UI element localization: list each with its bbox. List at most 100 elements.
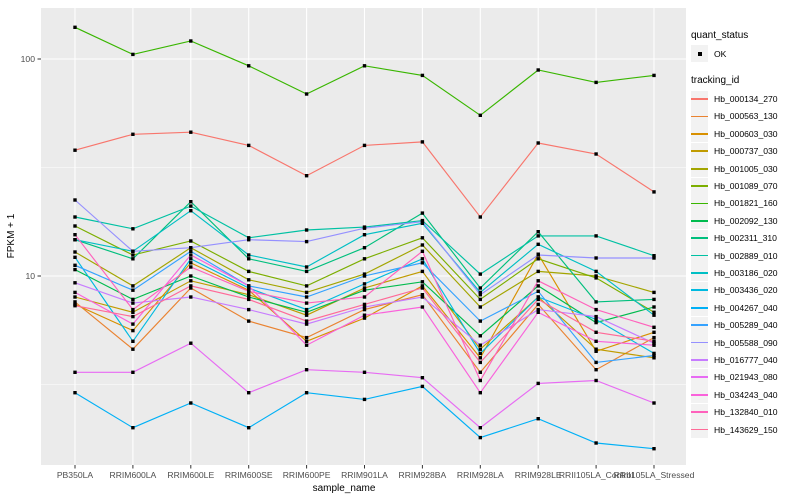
data-point [131,132,135,136]
data-point [189,401,193,405]
legend-item-Hb_002889_010: Hb_002889_010 [691,247,799,265]
legend-line-swatch [691,167,708,170]
data-point [247,284,251,288]
data-point [362,272,367,276]
data-point [131,328,135,333]
x-axis-title: sample_name [312,483,376,494]
data-point [362,233,367,237]
data-point [73,238,77,242]
legend-item-label: Hb_143629_150 [714,424,778,435]
data-point [652,254,656,258]
data-point [131,227,135,231]
legend-key-box [691,125,708,143]
legend-key-box [691,229,708,247]
x-tick-label: PB350LA [57,470,94,480]
data-point [478,343,482,347]
legend-key-box [691,421,708,438]
legend-item-label: Hb_005289_040 [714,320,778,331]
legend-item-label: Hb_003436_020 [714,285,778,296]
x-tick-label: RRIM600PE [283,470,331,480]
legend-line-swatch [691,411,708,413]
x-tick-label: RRIM600LA [109,470,156,480]
legend-key-box [691,160,708,178]
data-point [362,286,367,290]
data-point [247,297,251,302]
data-point [73,215,77,219]
legend-item-label: Hb_001005_030 [714,163,778,174]
legend-item-label: OK [714,48,727,59]
data-point [420,384,425,389]
legend-item-Hb_016777_040: Hb_016777_040 [691,351,799,369]
data-point [420,243,425,247]
legend-item-Hb_021943_080: Hb_021943_080 [691,368,799,386]
data-point [536,269,540,274]
data-point [304,265,309,269]
data-point [478,290,482,295]
data-point [304,339,309,343]
data-point [73,267,77,272]
data-point [73,224,77,228]
legend-key-box [691,299,708,317]
legend-item-Hb_132840_010: Hb_132840_010 [691,403,799,421]
data-point [247,307,251,312]
data-point [536,284,540,288]
legend-item-Hb_003186_020: Hb_003186_020 [691,264,799,282]
legend-item-Hb_002092_130: Hb_002092_130 [691,212,799,230]
data-point [247,278,251,282]
data-point [73,370,77,374]
x-tick-label: RRII105LA_Stressed [614,470,695,480]
y-tick-label: 100 [21,54,36,64]
data-point [652,447,656,451]
data-point [420,305,425,309]
data-point [189,204,193,208]
legend-item-label: Hb_002311_310 [714,233,777,244]
data-point [536,310,540,314]
data-point [362,305,367,309]
data-point [304,295,309,299]
legend-item-label: Hb_000563_130 [714,111,778,122]
data-point [73,295,77,299]
data-point [594,152,598,156]
data-point [594,314,598,319]
data-point [189,249,193,253]
legend-item-Hb_034243_040: Hb_034243_040 [691,386,799,404]
data-point [189,295,193,299]
legend-line-swatch [691,254,708,257]
data-point [304,335,309,340]
x-tick-label: RRIM928LE [515,470,562,480]
legend-key-box [691,368,708,386]
data-point [189,246,193,250]
legend-line-swatch [691,98,708,100]
data-point [131,339,135,343]
data-point [247,143,251,148]
data-point [652,297,656,302]
data-point [189,200,193,204]
data-point [536,68,540,72]
data-point [189,130,193,134]
data-point [420,284,425,288]
data-point [420,286,425,290]
data-point [536,307,540,312]
data-point [362,288,367,292]
plot-panel [41,8,686,465]
legend-key-box [691,247,708,265]
data-point [304,284,309,288]
data-point [652,351,656,356]
data-point [536,381,540,386]
legend-line-swatch [691,115,708,118]
data-point [131,370,135,374]
legend-item-label: Hb_002092_130 [714,215,778,226]
data-point [536,297,540,302]
x-tick-label: RRIM901LA [341,470,388,480]
data-point [594,339,598,343]
data-point [362,397,367,402]
data-point [652,73,656,78]
legend-key-box [691,351,708,369]
data-point [189,279,193,283]
legend-line-swatch [691,359,708,361]
data-point [247,64,251,68]
data-point [594,378,598,383]
x-tick-label: RRIM600SE [225,470,273,480]
point-marker-icon [697,51,702,56]
data-point [189,257,193,261]
